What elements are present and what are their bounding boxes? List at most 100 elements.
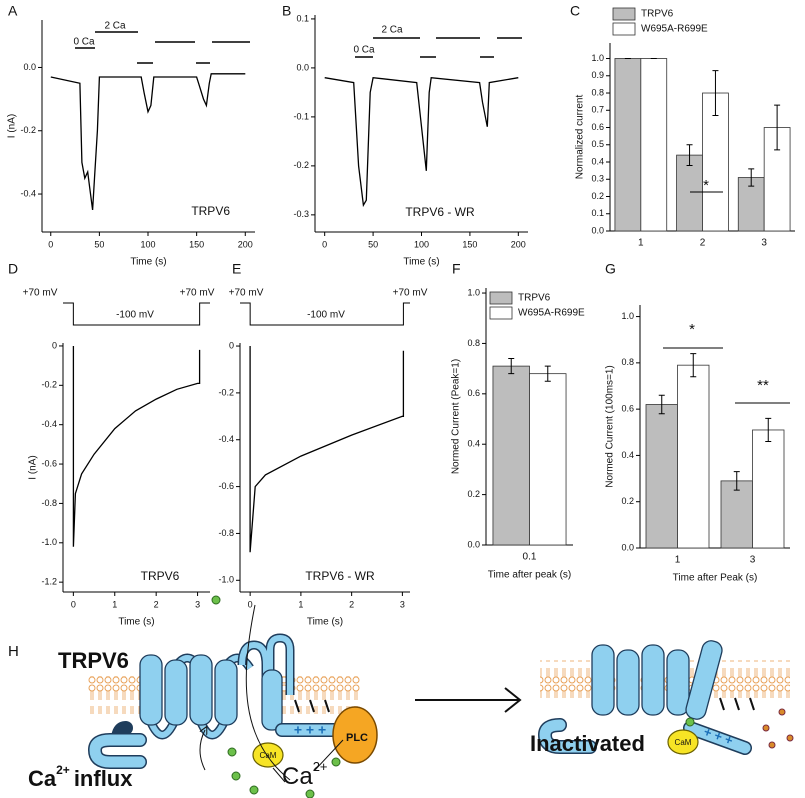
- x-tick-label: 3: [400, 599, 405, 609]
- ca-ion: [331, 757, 341, 767]
- x-tick-label: 3: [761, 238, 767, 249]
- legend-label: W695A-R699E: [518, 308, 585, 319]
- x-tick-label: 0: [248, 599, 253, 609]
- pore-loop: [239, 634, 293, 700]
- plc: [332, 706, 378, 764]
- significance: *: [689, 321, 695, 338]
- legend-swatch: [612, 7, 636, 21]
- y-tick-label: 0.6: [467, 388, 480, 398]
- legend-swatch: [489, 306, 513, 320]
- bar: [529, 373, 567, 546]
- y-axis-label: I (nA): [7, 114, 18, 138]
- legend-label: TRPV6: [518, 293, 551, 304]
- x-axis-label: Time after peak (s): [488, 570, 572, 581]
- pip2: [719, 697, 755, 711]
- membrane: [88, 676, 140, 714]
- y-tick-label: 0: [52, 340, 57, 350]
- y-tick-label: -1.0: [218, 575, 234, 585]
- protocol-label: +70 mV: [23, 288, 58, 299]
- y-axis-label: Normalized current: [575, 95, 586, 180]
- y-tick-label: 0: [229, 340, 234, 350]
- protocol: [240, 302, 410, 326]
- charges: + + +: [294, 722, 326, 738]
- y-tick-label: -0.2: [41, 380, 57, 390]
- y-tick-label: 0.0: [23, 62, 36, 72]
- ca-ion: [211, 595, 221, 605]
- bar: [640, 58, 668, 232]
- membrane: [540, 660, 790, 698]
- trace-label: TRPV6: [141, 569, 180, 583]
- x-tick-label: 200: [511, 239, 526, 249]
- y-tick-label: 0.6: [621, 404, 634, 414]
- x-tick-label: 0: [48, 239, 53, 249]
- trace-label: TRPV6: [191, 204, 230, 218]
- protocol-label: +70 mV: [180, 288, 215, 299]
- panel-label: C: [570, 3, 580, 19]
- error-bar: [544, 365, 551, 382]
- panel-label: F: [452, 261, 461, 277]
- x-tick-label: 0: [322, 239, 327, 249]
- error-bar: [508, 358, 515, 375]
- y-tick-label: 0.4: [591, 156, 604, 166]
- x-axis-label: Time after Peak (s): [673, 573, 758, 584]
- y-tick-label: -0.8: [41, 498, 57, 508]
- bar: [492, 365, 530, 546]
- panel-label: A: [8, 3, 18, 19]
- x-tick-label: 50: [368, 239, 378, 249]
- charge: 2+: [56, 763, 70, 777]
- helix: [189, 654, 213, 726]
- y-tick-label: 0.2: [621, 496, 634, 506]
- x-tick-label: 100: [414, 239, 429, 249]
- error-bar: [733, 471, 740, 491]
- ca-ion: [227, 747, 237, 757]
- protocol-label: -100 mV: [116, 310, 154, 321]
- y-tick-label: 0.0: [296, 62, 309, 72]
- y-tick-label: -1.2: [41, 577, 57, 587]
- y-tick-label: 0.8: [467, 338, 480, 348]
- helix: [139, 654, 163, 726]
- error-bar: [774, 104, 781, 151]
- error-bar: [748, 168, 755, 187]
- influx-arrow: [245, 604, 291, 781]
- cam-label: CaM: [675, 738, 692, 747]
- bar: [763, 127, 791, 232]
- y-tick-label: 0.4: [621, 450, 634, 460]
- plc-label: PLC: [346, 732, 368, 744]
- legend-label: W695A-R699E: [641, 24, 708, 35]
- c-terminus: [539, 719, 751, 754]
- significance: **: [757, 377, 769, 394]
- y-tick-label: 1.0: [591, 53, 604, 63]
- helix: [214, 659, 238, 726]
- bar: [676, 154, 703, 232]
- panel-label: G: [605, 261, 616, 277]
- diagram-title: TRPV6: [58, 648, 129, 673]
- error-bar: [765, 417, 772, 443]
- solution-label: 2 Ca: [104, 21, 126, 32]
- y-tick-label: -0.2: [293, 160, 309, 170]
- ca-ion: [305, 789, 315, 798]
- x-axis-label: Time (s): [307, 617, 343, 628]
- bar: [614, 58, 642, 232]
- x-axis-label: Time (s): [403, 257, 439, 268]
- significance: *: [703, 177, 709, 194]
- cam-label: CaM: [260, 751, 277, 760]
- y-tick-label: -0.4: [41, 419, 57, 429]
- diagram: H TRPV6 + + + PLC CaM Ca2+ influx Ca2+ + …: [8, 595, 794, 798]
- solution-label: 0 Ca: [73, 37, 95, 48]
- protocol-label: +70 mV: [229, 288, 264, 299]
- x-tick-label: 150: [462, 239, 477, 249]
- helix: [261, 669, 283, 731]
- ion: Ca: [282, 763, 313, 790]
- cam: [252, 742, 284, 768]
- error-bar: [686, 144, 693, 166]
- trace: [324, 76, 519, 208]
- trace-label: TRPV6 - WR: [405, 205, 475, 219]
- influx-label: Ca2+ influx: [28, 763, 133, 791]
- panel-label: D: [8, 261, 18, 277]
- protocol: [63, 302, 210, 326]
- y-tick-label: -0.2: [218, 387, 234, 397]
- y-axis-label: I (nA): [28, 455, 39, 479]
- x-tick-label: 50: [94, 239, 104, 249]
- y-tick-label: 0.2: [591, 191, 604, 201]
